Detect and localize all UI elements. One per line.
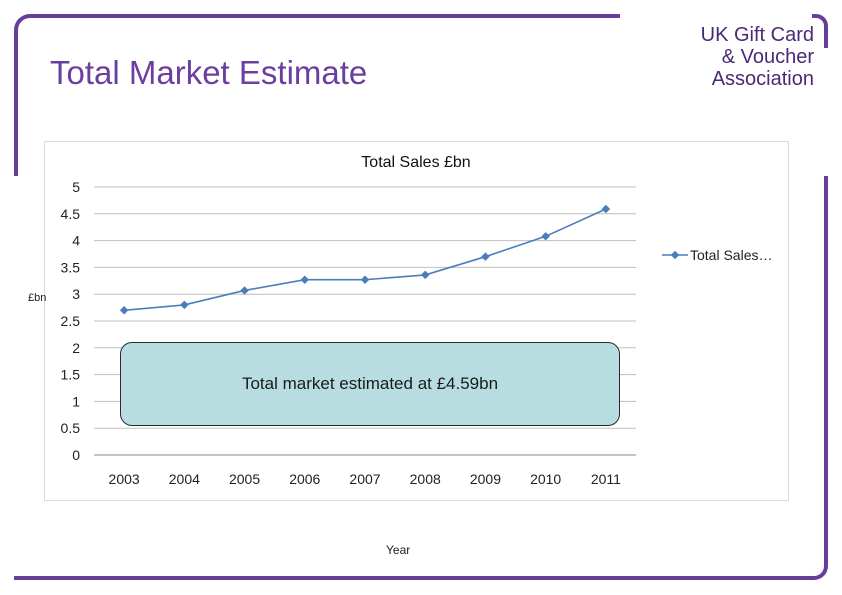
logo-line-1: UK Gift Card bbox=[700, 24, 814, 46]
x-tick-label: 2005 bbox=[229, 471, 260, 487]
logo-line-3: Association bbox=[711, 68, 814, 90]
slide-frame-left bbox=[14, 14, 32, 176]
y-tick-label: 2 bbox=[72, 340, 80, 356]
data-point bbox=[180, 300, 189, 310]
slide-frame-right-bottom bbox=[812, 176, 828, 580]
data-point bbox=[300, 275, 310, 284]
data-point bbox=[240, 286, 249, 295]
y-tick-label: 3 bbox=[72, 286, 80, 302]
legend-marker bbox=[670, 250, 680, 260]
ukgcva-logo: UK Gift Card & Voucher Association bbox=[690, 24, 814, 90]
y-tick-label: 5 bbox=[72, 179, 80, 195]
market-estimate-callout: Total market estimated at £4.59bn bbox=[120, 342, 620, 426]
y-tick-label: 3.5 bbox=[61, 259, 81, 275]
x-tick-label: 2008 bbox=[410, 471, 441, 487]
callout-text: Total market estimated at £4.59bn bbox=[241, 374, 499, 393]
chart-title: Total Sales £bn bbox=[361, 154, 470, 171]
y-tick-label: 4.5 bbox=[61, 206, 81, 222]
y-tick-label: 0 bbox=[72, 447, 80, 463]
x-tick-label: 2007 bbox=[349, 471, 380, 487]
x-tick-label: 2011 bbox=[591, 471, 621, 487]
x-tick-label: 2009 bbox=[470, 471, 501, 487]
y-tick-label: 1 bbox=[72, 393, 80, 409]
page-title: Total Market Estimate bbox=[50, 54, 368, 91]
data-point bbox=[360, 275, 370, 284]
x-tick-label: 2004 bbox=[169, 471, 200, 487]
slide-frame-top bbox=[28, 14, 620, 18]
logo-line-2: & Voucher bbox=[721, 46, 814, 68]
data-point bbox=[541, 232, 550, 241]
legend-label: Total Sales… bbox=[690, 247, 772, 263]
data-point bbox=[119, 306, 129, 315]
y-axis-caption: £bn bbox=[28, 292, 47, 304]
y-tick-label: 0.5 bbox=[61, 420, 81, 436]
series-line bbox=[124, 208, 607, 312]
x-tick-label: 2006 bbox=[289, 471, 320, 487]
slide-frame-bottom bbox=[14, 576, 814, 580]
y-tick-label: 1.5 bbox=[61, 367, 81, 383]
data-point bbox=[481, 252, 490, 261]
data-point bbox=[601, 204, 611, 214]
x-tick-label: 2010 bbox=[530, 471, 561, 487]
x-axis-caption: Year bbox=[386, 543, 411, 557]
slide-frame-right-top bbox=[812, 14, 828, 48]
y-tick-label: 4 bbox=[72, 233, 80, 249]
x-tick-label: 2003 bbox=[109, 471, 140, 487]
data-point bbox=[420, 270, 430, 280]
y-tick-label: 2.5 bbox=[61, 313, 81, 329]
